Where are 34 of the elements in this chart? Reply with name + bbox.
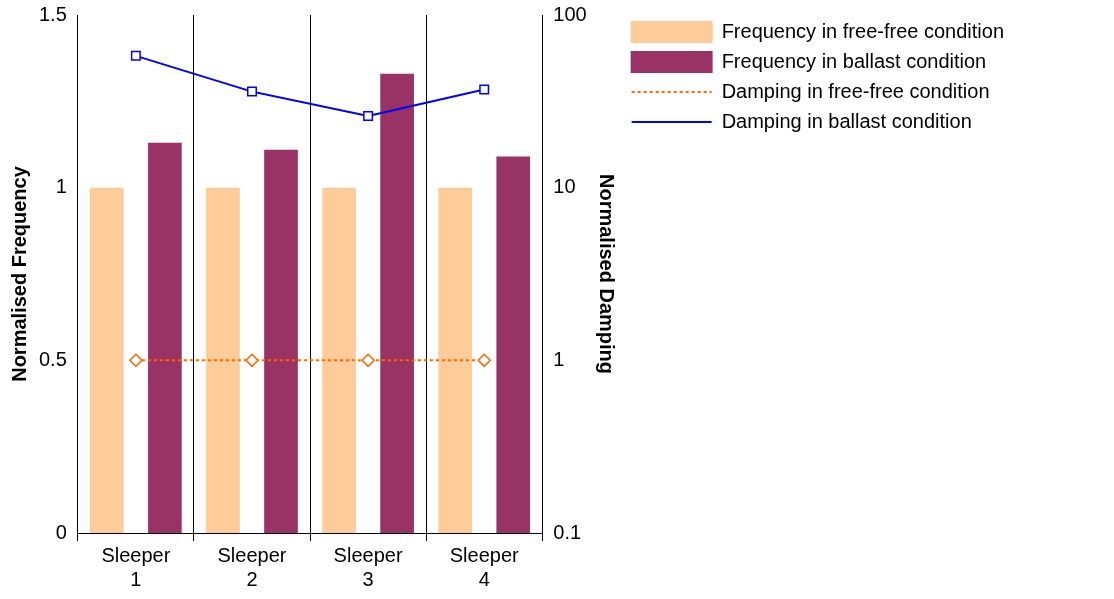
legend-label: Damping in ballast condition — [721, 109, 972, 132]
bar — [380, 73, 414, 533]
y2-tick-label: 10 — [553, 175, 576, 198]
y2-tick-label: 100 — [553, 2, 587, 25]
point — [363, 111, 374, 122]
legend-label: Frequency in ballast condition — [721, 49, 987, 72]
y2-tick-label: 0.1 — [553, 520, 582, 543]
y2-tick-label: 1 — [553, 347, 565, 370]
bar — [148, 142, 182, 533]
x-tick-label: Sleeper 3 — [333, 543, 403, 590]
point — [130, 50, 141, 61]
x-tick-label: Sleeper 2 — [217, 543, 287, 590]
legend-label: Damping in free-free condition — [721, 79, 990, 102]
x-tick-label: Sleeper 4 — [449, 543, 520, 590]
bar — [206, 187, 240, 533]
legend-label: Frequency in free-free condition — [721, 19, 1004, 42]
point — [361, 353, 375, 368]
point — [479, 84, 490, 95]
bar — [438, 187, 473, 533]
y2-axis-title: Normalised Damping — [596, 173, 619, 375]
y-tick-label: 1.5 — [38, 2, 67, 25]
point — [129, 353, 143, 368]
bar — [322, 187, 356, 533]
point — [477, 353, 491, 368]
bar — [264, 149, 298, 533]
y-tick-label: 0 — [55, 520, 67, 543]
point — [245, 353, 259, 368]
x-tick-label: Sleeper 1 — [101, 543, 171, 590]
bar — [90, 187, 124, 533]
y-tick-label: 1 — [55, 175, 67, 198]
y-tick-label: 0.5 — [38, 347, 67, 370]
y-axis-title: Normalised Frequency — [7, 165, 30, 382]
point — [246, 86, 257, 97]
bar — [496, 156, 531, 533]
